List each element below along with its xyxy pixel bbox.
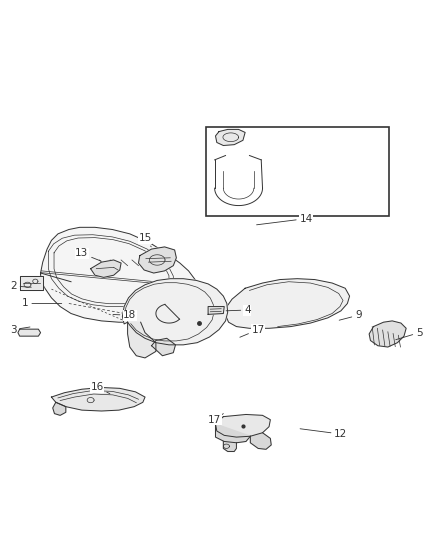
Text: 4: 4 (226, 305, 251, 315)
Text: 9: 9 (339, 310, 362, 320)
Polygon shape (152, 338, 176, 356)
Text: 17: 17 (208, 414, 223, 425)
Text: 14: 14 (257, 214, 313, 225)
Polygon shape (20, 276, 43, 290)
Text: 5: 5 (396, 328, 423, 340)
Polygon shape (251, 433, 271, 449)
Polygon shape (226, 279, 350, 328)
Polygon shape (215, 424, 251, 443)
Text: 15: 15 (138, 233, 152, 247)
Polygon shape (127, 322, 156, 358)
Polygon shape (223, 441, 237, 451)
Text: 3: 3 (10, 325, 30, 335)
Polygon shape (138, 247, 177, 273)
Polygon shape (51, 387, 145, 411)
Polygon shape (53, 402, 66, 415)
Bar (206, 127, 389, 216)
Text: 2: 2 (10, 281, 31, 291)
Polygon shape (369, 321, 406, 347)
Polygon shape (18, 329, 41, 336)
Text: 16: 16 (91, 383, 110, 394)
Polygon shape (41, 228, 197, 322)
Text: 18: 18 (113, 310, 136, 320)
Text: 12: 12 (300, 429, 347, 439)
Polygon shape (91, 260, 121, 277)
Text: 1: 1 (22, 298, 62, 309)
Polygon shape (215, 415, 270, 437)
Text: 17: 17 (240, 325, 265, 337)
Polygon shape (122, 279, 228, 345)
Polygon shape (208, 306, 224, 314)
Polygon shape (215, 130, 245, 146)
Text: 13: 13 (75, 248, 101, 261)
